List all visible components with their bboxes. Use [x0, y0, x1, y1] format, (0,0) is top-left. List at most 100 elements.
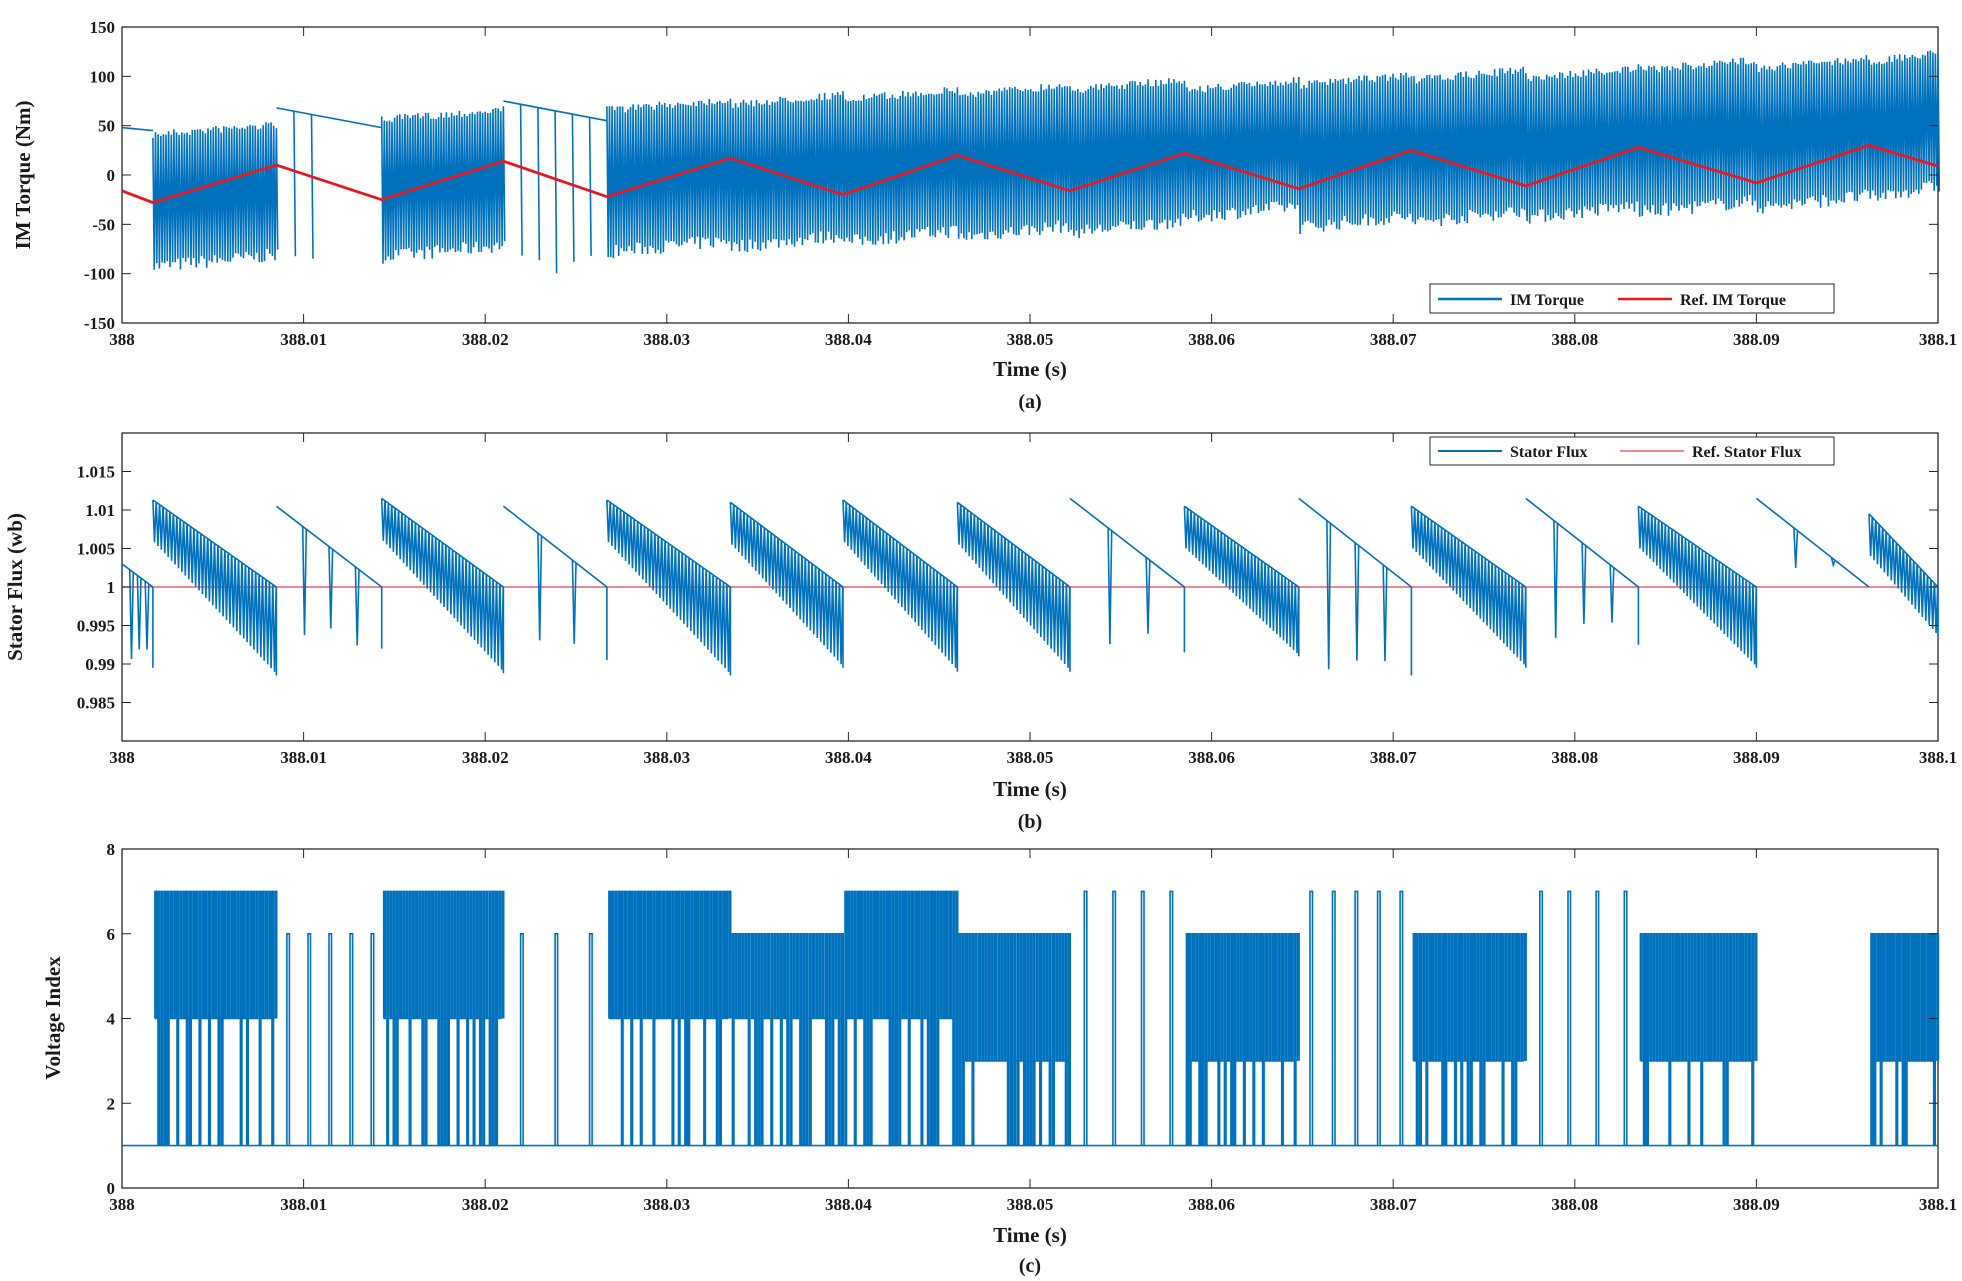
- flux-segment: [606, 499, 732, 676]
- panel-c-y-axis-label: Voltage Index: [41, 956, 65, 1080]
- panel-b-legend-label-flux: Stator Flux: [1510, 444, 1587, 461]
- torque-segment: [503, 100, 608, 274]
- torque-segment: [1868, 50, 1941, 201]
- panel-a-y-tick-label: -150: [84, 314, 115, 333]
- flux-segment: [502, 505, 608, 661]
- panel-a-y-tick-label: 0: [107, 166, 116, 185]
- panel-a-x-tick-label: 388.01: [280, 330, 327, 349]
- panel-a-y-ticks: -150 -100 -50 0 50 100 150: [84, 18, 1938, 333]
- panel-c-x-tick-label: 388.1: [1919, 1195, 1957, 1214]
- panel-b-y-axis-label: Stator Flux (wb): [3, 513, 27, 661]
- panel-a-y-axis-label: IM Torque (Nm): [11, 101, 35, 250]
- panel-a-y-tick-label: -50: [92, 215, 115, 234]
- flux-segment: [729, 501, 844, 668]
- flux-segment: [1410, 505, 1527, 668]
- panel-a-legend-label-torque: IM Torque: [1510, 292, 1584, 309]
- torque-segment: [1637, 57, 1759, 217]
- flux-segment: [842, 499, 959, 672]
- panel-b-x-tick-label: 388.09: [1733, 748, 1780, 767]
- panel-a-legend-label-ref: Ref. IM Torque: [1680, 292, 1786, 309]
- panel-b-x-tick-label: 388.02: [462, 748, 509, 767]
- panel-c-x-tick-label: 388.04: [825, 1195, 872, 1214]
- flux-segment: [1637, 505, 1758, 668]
- panel-c-y-tick-label: 2: [107, 1094, 116, 1113]
- panel-c-y-tick-label: 4: [107, 1010, 116, 1029]
- panel-a-x-tick-label: 388.02: [462, 330, 509, 349]
- flux-segment: [275, 505, 383, 649]
- panel-b-y-tick-label: 1.01: [85, 501, 115, 520]
- panel-c-x-ticks: 388 388.01 388.02 388.03 388.04 388.05 388.06 3…: [109, 849, 1957, 1214]
- panel-b-x-tick-label: 388.01: [280, 748, 327, 767]
- torque-segment: [1755, 55, 1872, 214]
- panel-c-y-tick-label: 0: [107, 1179, 116, 1198]
- panel-b-x-tick-label: 388.03: [643, 748, 690, 767]
- panel-a-x-tick-label: 388.07: [1370, 330, 1417, 349]
- panel-c-x-tick-label: 388.06: [1188, 1195, 1235, 1214]
- flux-segment: [1069, 497, 1186, 653]
- flux-segment: [1755, 497, 1870, 588]
- torque-segment: [152, 122, 279, 270]
- panel-a-y-tick-label: -100: [84, 265, 115, 284]
- panel-c-x-tick-label: 388.01: [280, 1195, 327, 1214]
- panel-b-y-tick-label: 0.985: [77, 694, 115, 713]
- flux-segment: [121, 563, 154, 668]
- panel-a-x-tick-label: 388.08: [1551, 330, 1598, 349]
- panel-a-x-tick-label: 388.1: [1919, 330, 1957, 349]
- ref-torque-line: [121, 143, 1939, 205]
- panel-a-y-tick-label: 100: [90, 67, 116, 86]
- panel-a-legend: IM Torque Ref. IM Torque: [1429, 283, 1835, 314]
- panel-b-x-tick-label: 388: [109, 748, 135, 767]
- panel-b-x-tick-label: 388.1: [1919, 748, 1957, 767]
- panel-b-y-tick-label: 1.015: [77, 463, 115, 482]
- panel-c-x-tick-label: 388.02: [462, 1195, 509, 1214]
- panel-b-x-tick-label: 388.07: [1370, 748, 1417, 767]
- panel-b-y-tick-label: 0.99: [85, 655, 115, 674]
- torque-segment: [729, 91, 846, 253]
- torque-segment: [1525, 64, 1641, 224]
- panel-a-y-tick-label: 50: [98, 117, 115, 136]
- flux-segment: [1868, 513, 1939, 637]
- torque-segment: [606, 98, 733, 259]
- panel-b-legend: Stator Flux Ref. Stator Flux: [1429, 436, 1835, 466]
- panel-c-x-tick-label: 388.08: [1551, 1195, 1598, 1214]
- panel-a-x-ticks: 388 388.01 388.02 388.03 388.04 388.05 388.06 3…: [109, 27, 1957, 349]
- torque-segment: [1183, 76, 1301, 222]
- panel-c-x-axis-label: Time (s): [993, 1223, 1067, 1247]
- panel-b-y-ticks: 0.985 0.99 0.995 1 1.005 1.01 1.015: [77, 463, 1938, 713]
- panel-a-caption: (a): [1018, 391, 1041, 413]
- panel-b-y-tick-label: 1.005: [77, 540, 115, 559]
- panel-a-im-torque: -150 -100 -50 0 50 100 150 388 388.01 388.02 388.…: [11, 18, 1957, 413]
- panel-c-series: [122, 890, 1940, 1147]
- torque-segment: [956, 84, 1073, 240]
- torque-segment: [1410, 66, 1528, 227]
- torque-segment: [276, 107, 382, 259]
- panel-c-y-tick-label: 8: [107, 840, 116, 859]
- panel-b-y-tick-label: 0.995: [77, 617, 115, 636]
- panel-a-x-axis-label: Time (s): [993, 357, 1067, 381]
- flux-segment: [152, 499, 278, 676]
- panel-b-stator-flux: 0.985 0.99 0.995 1 1.005 1.01 1.015 388 388.01 3…: [3, 432, 1957, 833]
- panel-a-series: [121, 50, 1941, 274]
- torque-segment: [380, 106, 506, 264]
- panel-c-x-tick-label: 388.09: [1733, 1195, 1780, 1214]
- flux-segment: [1298, 497, 1413, 676]
- panel-b-x-tick-label: 388.04: [825, 748, 872, 767]
- flux-segment: [380, 497, 505, 674]
- panel-c-x-tick-label: 388.07: [1370, 1195, 1417, 1214]
- panel-b-legend-label-ref: Ref. Stator Flux: [1692, 444, 1801, 461]
- panel-c-y-ticks: 0 2 4 6 8: [107, 840, 1938, 1198]
- flux-segment: [1525, 497, 1640, 645]
- voltage-index-trace: [122, 890, 1940, 1147]
- panel-a-x-tick-label: 388: [109, 330, 135, 349]
- panel-b-y-tick-label: 1: [107, 578, 116, 597]
- panel-b-x-axis-label: Time (s): [993, 777, 1067, 801]
- torque-segment: [1069, 78, 1187, 239]
- panel-b-x-tick-label: 388.08: [1551, 748, 1598, 767]
- panel-c-y-tick-label: 6: [107, 925, 116, 944]
- panel-a-x-tick-label: 388.09: [1733, 330, 1780, 349]
- panel-a-y-tick-label: 150: [90, 18, 116, 37]
- torque-segment: [121, 126, 153, 132]
- torque-segment: [1298, 72, 1414, 235]
